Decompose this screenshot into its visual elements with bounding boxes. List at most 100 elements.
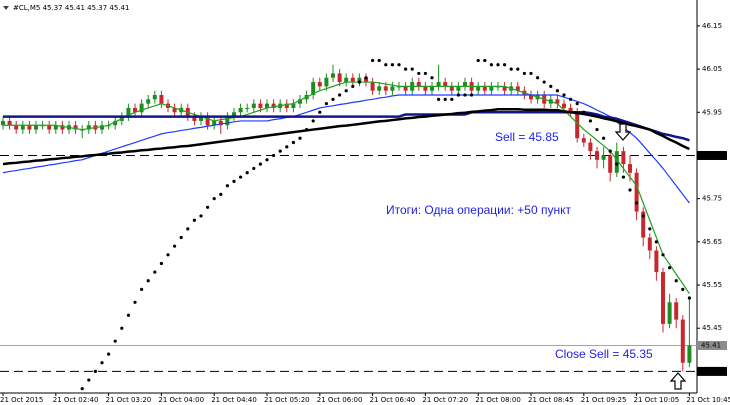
candle-body: [621, 151, 626, 165]
candle-body: [423, 86, 428, 91]
sar-dot: [159, 261, 163, 266]
candle-body: [647, 237, 652, 251]
candle-body: [212, 120, 217, 126]
candle-body: [595, 151, 599, 160]
sar-dot: [496, 63, 500, 67]
candle-body: [687, 345, 692, 363]
sar-dot: [430, 76, 434, 80]
sar-dot: [258, 162, 262, 166]
sar-dot: [536, 76, 540, 80]
sar-dot: [674, 279, 678, 283]
sar-dot: [278, 149, 282, 153]
sar-dot: [318, 110, 322, 114]
sar-dot: [285, 145, 289, 149]
sar-dot: [173, 244, 177, 248]
candle-body: [324, 77, 329, 87]
candle-body: [377, 86, 382, 91]
candle-body: [34, 125, 38, 130]
x-tick-label: 21 Oct 05:20: [264, 396, 310, 404]
sar-dot: [503, 63, 507, 67]
candle-body: [20, 125, 25, 130]
candle-body: [146, 99, 151, 104]
sar-dot: [681, 287, 685, 291]
indicator-line: [2, 108, 690, 166]
sar-dot: [199, 214, 203, 218]
candle-body: [667, 302, 672, 324]
x-tick-label: 21 Oct 2015: [0, 396, 43, 404]
candle-body: [654, 250, 659, 273]
sar-dot: [107, 352, 111, 356]
sar-dot: [153, 270, 157, 274]
sar-dot: [206, 205, 210, 209]
sar-dot: [298, 136, 302, 140]
x-tick-label: 21 Oct 02:40: [53, 396, 99, 404]
sar-dot: [344, 89, 348, 93]
candle-body: [575, 112, 580, 139]
price-label-box: [697, 366, 727, 376]
candle-body: [502, 86, 507, 91]
sar-dot: [225, 184, 229, 188]
candle-body: [199, 116, 203, 121]
y-tick-label: 45.65: [702, 238, 722, 246]
sar-dot: [338, 93, 342, 97]
candle-body: [27, 125, 32, 130]
candle-body: [608, 155, 613, 173]
sar-dot: [377, 58, 381, 63]
sar-dot: [357, 80, 361, 84]
candle-body: [14, 125, 19, 130]
candle-body: [60, 125, 65, 130]
sar-dot: [212, 197, 216, 201]
candle-body: [430, 86, 434, 91]
candle-body: [529, 95, 533, 100]
sar-dot: [80, 387, 84, 391]
candle-body: [238, 107, 243, 113]
sar-dot: [621, 175, 626, 179]
sar-dot: [239, 175, 243, 179]
candle-body: [634, 172, 639, 212]
x-tick-label: 21 Oct 08:00: [475, 396, 521, 404]
candle-body: [370, 82, 375, 91]
sar-dot: [522, 71, 527, 76]
candle-body: [588, 142, 593, 152]
annotation: Sell = 45.85: [495, 130, 559, 144]
candle-body: [284, 103, 289, 108]
x-tick-label: 21 Oct 06:00: [317, 396, 363, 404]
candle-body: [113, 120, 118, 126]
candle-body: [456, 86, 461, 91]
sar-dot: [93, 369, 97, 374]
candle-body: [581, 138, 586, 143]
candle-body: [271, 103, 276, 108]
chart-title: #CL,M5 45.37 45.41 45.37 45.41: [13, 4, 129, 12]
candle-body: [680, 319, 685, 363]
candle-body: [232, 112, 236, 117]
x-tick-label: 21 Oct 03:20: [106, 396, 152, 404]
y-tick-label: 45.95: [702, 108, 722, 116]
candle-body: [133, 107, 137, 113]
candle-body: [172, 107, 177, 113]
y-tick-label: 45.55: [702, 281, 722, 289]
candle-body: [555, 99, 560, 104]
sar-dot: [371, 58, 375, 63]
y-tick-label: 46.05: [702, 65, 722, 73]
price-label: 45.35: [701, 367, 721, 375]
sar-dot: [410, 67, 414, 71]
sar-dot: [305, 127, 309, 132]
candle-body: [463, 82, 467, 87]
annotation: Close Sell = 45.35: [555, 347, 653, 361]
sar-dot: [575, 102, 579, 106]
x-tick-label: 21 Oct 07:20: [422, 396, 468, 404]
candle-body: [390, 86, 395, 91]
header-icon: [3, 6, 9, 10]
candle-body: [449, 86, 454, 91]
sar-dot: [569, 97, 573, 101]
y-tick-label: 45.45: [702, 324, 722, 332]
candle-body: [337, 73, 342, 83]
close-arrow: [669, 372, 687, 390]
x-tick-label: 21 Oct 08:45: [528, 396, 574, 404]
sar-dot: [146, 279, 150, 283]
candle-body: [192, 116, 197, 121]
sar-dot: [456, 93, 460, 97]
sar-dot: [687, 296, 692, 300]
